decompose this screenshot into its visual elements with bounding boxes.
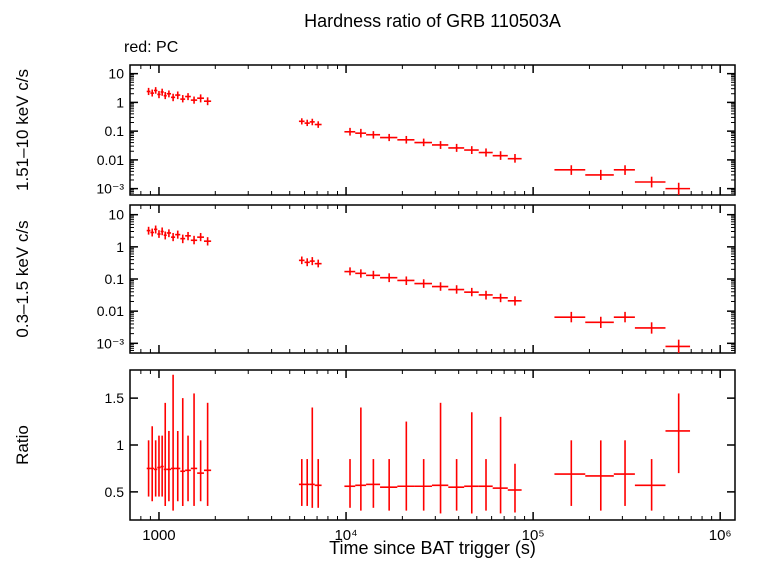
x-tick-label: 10⁴ <box>334 527 357 544</box>
y-tick-label: 10⁻³ <box>96 335 124 351</box>
y-tick-label: 0.1 <box>105 271 125 287</box>
y-tick-label: 10⁻³ <box>96 181 124 197</box>
y-tick-label: 0.1 <box>105 123 125 139</box>
hardness-ratio-chart: Hardness ratio of GRB 110503A red: PC Time… <box>0 0 759 566</box>
x-tick-label: 10⁶ <box>709 527 732 544</box>
panel-frame <box>130 370 735 520</box>
chart-title: Hardness ratio of GRB 110503A <box>304 11 561 31</box>
y-tick-label: 0.01 <box>97 303 124 319</box>
x-tick-label: 1000 <box>142 527 175 544</box>
y-axis-label: 0.3–1.5 keV c/s <box>13 220 32 337</box>
data-group <box>147 226 690 353</box>
y-tick-label: 1 <box>116 94 124 110</box>
y-tick-label: 1 <box>116 437 124 453</box>
y-tick-label: 1 <box>116 239 124 255</box>
y-tick-label: 1.5 <box>105 390 125 406</box>
y-axis-label: Ratio <box>13 425 32 465</box>
data-group <box>147 87 690 195</box>
x-tick-label: 10⁵ <box>522 527 545 544</box>
y-tick-label: 10 <box>108 207 124 223</box>
data-group <box>147 375 690 514</box>
panel-frame <box>130 205 735 353</box>
y-tick-label: 0.01 <box>97 152 124 168</box>
x-axis-label: Time since BAT trigger (s) <box>329 538 536 558</box>
panel-frame <box>130 65 735 195</box>
y-axis-label: 1.51–10 keV c/s <box>13 69 32 191</box>
y-tick-label: 0.5 <box>105 484 125 500</box>
y-tick-label: 10 <box>108 66 124 82</box>
legend-text: red: PC <box>124 39 178 56</box>
